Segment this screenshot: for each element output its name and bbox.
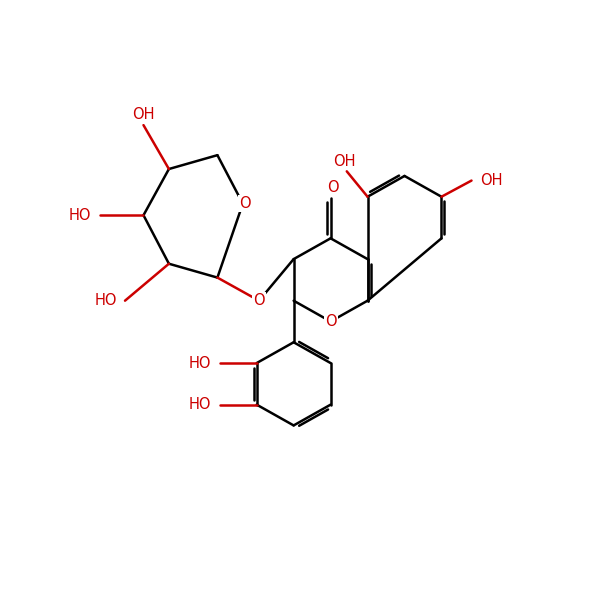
Text: O: O (327, 180, 339, 195)
Text: HO: HO (189, 397, 211, 412)
Text: HO: HO (189, 356, 211, 371)
Text: HO: HO (69, 208, 91, 223)
Text: OH: OH (479, 173, 502, 188)
Text: HO: HO (94, 293, 116, 308)
Text: O: O (239, 196, 250, 211)
Text: O: O (253, 293, 265, 308)
Text: OH: OH (132, 107, 155, 122)
Text: OH: OH (333, 154, 356, 169)
Text: O: O (325, 314, 337, 329)
